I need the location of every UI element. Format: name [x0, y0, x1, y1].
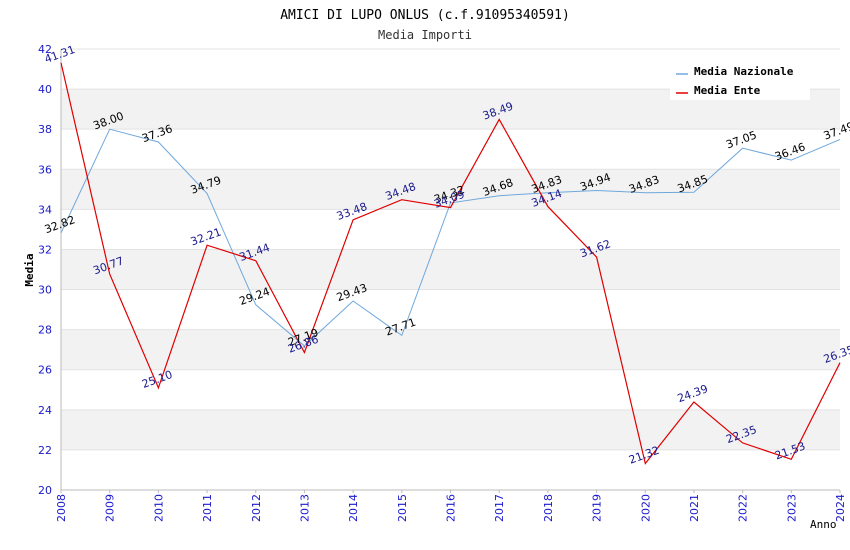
x-tick-label: 2017: [493, 494, 506, 522]
y-tick-label: 26: [38, 364, 52, 377]
chart-title: AMICI DI LUPO ONLUS (c.f.91095340591): [280, 8, 570, 23]
x-tick-label: 2022: [737, 494, 750, 522]
x-tick-labels: 2008 2009 2010 2011 2012 2013 2014 2015 2016 2017…: [55, 490, 847, 522]
y-axis-label: Media: [23, 253, 36, 286]
x-tick-label: 2013: [298, 494, 311, 522]
x-tick-label: 2008: [55, 494, 68, 522]
y-tick-label: 36: [38, 163, 52, 176]
x-tick-label: 2020: [639, 494, 652, 522]
y-tick-label: 20: [38, 484, 52, 497]
data-label: 24.39: [676, 382, 710, 405]
legend-box: [670, 58, 810, 100]
grid-band: [61, 409, 840, 450]
y-tick-label: 22: [38, 444, 52, 457]
y-tick-label: 24: [38, 404, 52, 417]
grid-band: [61, 329, 840, 370]
data-label: 25.10: [140, 368, 174, 391]
x-tick-label: 2021: [688, 494, 701, 522]
series-line-media-ente: [60, 62, 841, 465]
grid-band: [61, 249, 840, 290]
x-axis-label: Anno: [810, 518, 837, 531]
y-tick-label: 34: [38, 203, 52, 216]
x-tick-label: 2019: [591, 494, 604, 522]
x-tick-label: 2014: [347, 494, 360, 522]
series-line-media-nazionale: [60, 128, 841, 347]
data-label: 32.82: [43, 213, 77, 236]
x-tick-label: 2010: [152, 494, 165, 522]
x-tick-label: 2018: [542, 494, 555, 522]
grid-lines: [61, 48, 840, 491]
y-tick-label: 32: [38, 243, 52, 256]
y-tick-label: 38: [38, 123, 52, 136]
data-label: 32.21: [189, 225, 223, 248]
chart-subtitle: Media Importi: [378, 28, 472, 42]
legend: Media Nazionale Media Ente: [670, 58, 810, 100]
x-tick-label: 2015: [396, 494, 409, 522]
x-tick-label: 2011: [201, 494, 214, 522]
x-tick-label: 2024: [834, 494, 847, 522]
x-tick-label: 2016: [445, 494, 458, 522]
x-tick-label: 2012: [250, 494, 263, 522]
x-tick-label: 2023: [785, 494, 798, 522]
x-tick-label: 2009: [104, 494, 117, 522]
legend-label-media-nazionale: Media Nazionale: [694, 65, 794, 78]
grid-bands: [61, 89, 840, 450]
y-tick-label: 42: [38, 43, 52, 56]
y-tick-label: 28: [38, 324, 52, 337]
legend-label-media-ente: Media Ente: [694, 84, 761, 97]
series-lines: [60, 62, 841, 465]
data-label: 37.05: [724, 128, 758, 151]
y-tick-label: 40: [38, 83, 52, 96]
y-tick-label: 30: [38, 284, 52, 297]
y-tick-labels: 20 22 24 26 28 30 32 34 36 38 40 42: [38, 43, 52, 497]
